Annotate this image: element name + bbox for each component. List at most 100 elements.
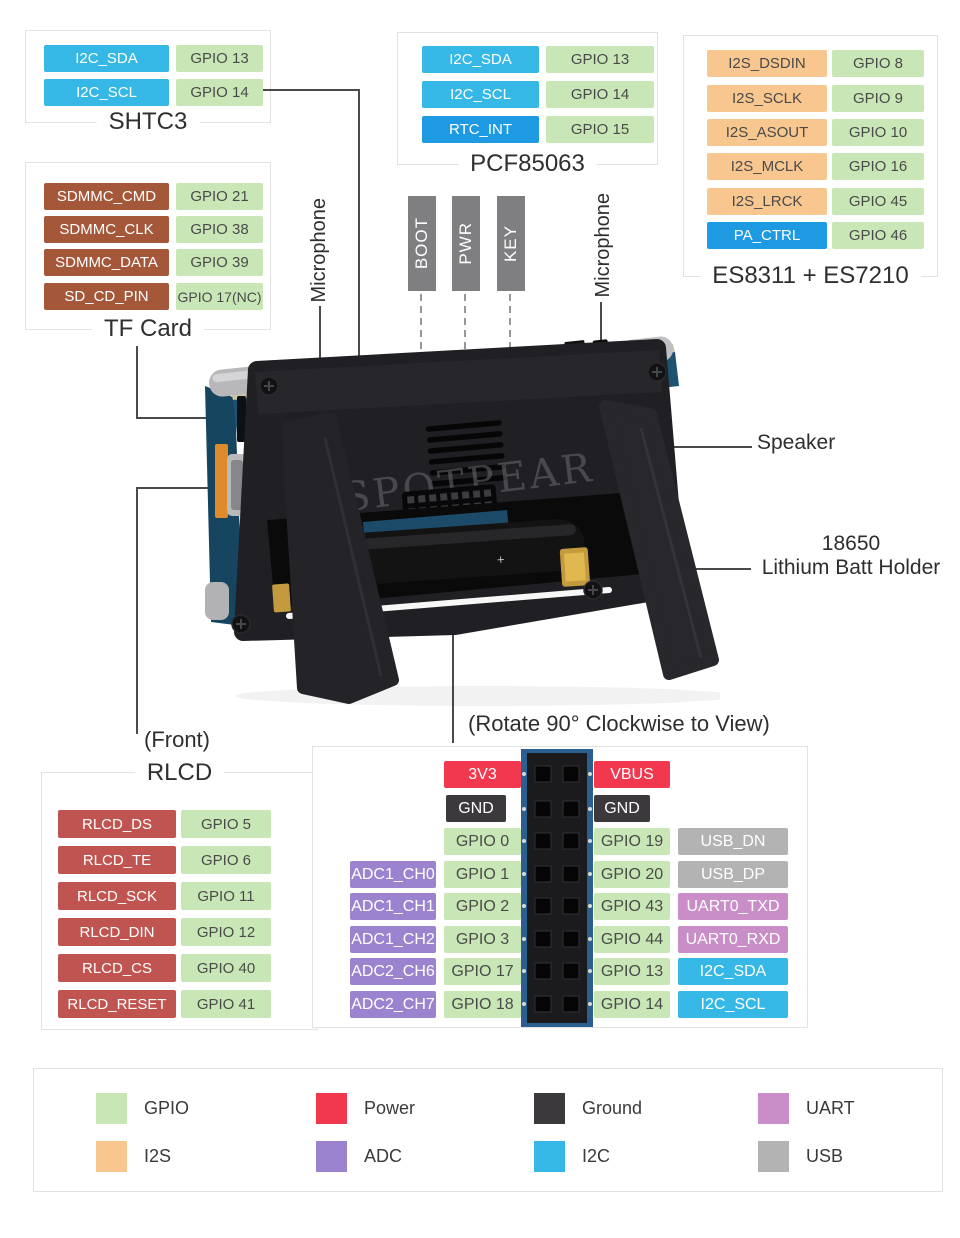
module-title: TF Card — [91, 315, 205, 343]
gpio-pin: GPIO 14 — [546, 81, 654, 108]
gpio-pin: GPIO 11 — [181, 882, 271, 910]
signal-pin: I2S_DSDIN — [707, 50, 827, 77]
microphone-text: Microphone — [591, 192, 614, 298]
key-dashed-line — [509, 294, 511, 360]
module-title: ES8311 + ES7210 — [700, 262, 921, 290]
legend-label: USB — [806, 1146, 844, 1166]
gpio-pin: GPIO 14 — [176, 79, 263, 106]
signal-pin: SDMMC_CLK — [44, 216, 169, 243]
gpio-pin: GPIO 38 — [176, 216, 263, 243]
legend-item: USB — [758, 1141, 843, 1172]
battery-label: 18650 Lithium Batt Holder — [752, 532, 950, 580]
header-pin: UART0_TXD — [678, 893, 788, 920]
legend-item: UART — [758, 1093, 855, 1124]
kickstand-right — [599, 400, 719, 680]
device-photo: MIC2 MIC1 SPOTPEAR — [205, 336, 720, 706]
legend-item: I2S — [96, 1141, 171, 1172]
signal-pin: RLCD_TE — [58, 846, 176, 874]
tf-card-callout-line — [136, 346, 138, 418]
legend-label: GPIO — [144, 1098, 190, 1118]
signal-pin: RLCD_SCK — [58, 882, 176, 910]
signal-pin: SDMMC_CMD — [44, 183, 169, 210]
header-pin: GPIO 44 — [594, 926, 670, 953]
boot-dashed-line — [420, 294, 422, 352]
signal-pin: RLCD_RESET — [58, 990, 176, 1018]
signal-pin: SDMMC_DATA — [44, 249, 169, 276]
microphone-right-line — [600, 302, 602, 348]
pwr-label: PWR — [456, 222, 475, 265]
battery-plus-mark: + — [496, 552, 505, 567]
pwr-button-label: PWR — [452, 196, 480, 291]
front-callout-line — [136, 487, 223, 489]
header-pin: GPIO 13 — [594, 958, 670, 985]
module-title: PCF85063 — [458, 150, 597, 178]
sd-card — [215, 444, 228, 518]
module-tf-card: SDMMC_CMD GPIO 21 SDMMC_CLK GPIO 38 SDMM… — [25, 162, 271, 343]
key-label: KEY — [501, 224, 520, 263]
header-pin: 3V3 — [444, 761, 521, 788]
signal-pin: RLCD_DIN — [58, 918, 176, 946]
header-pin: I2C_SCL — [678, 991, 788, 1018]
legend-label: I2S — [144, 1146, 172, 1166]
header-pin: GPIO 14 — [594, 991, 670, 1018]
header-pin: GND — [594, 795, 650, 822]
battery-label-subtitle: Lithium Batt Holder — [761, 556, 941, 579]
signal-pin: RLCD_DS — [58, 810, 176, 838]
signal-pin: RLCD_CS — [58, 954, 176, 982]
header-pin: UART0_RXD — [678, 926, 788, 953]
battery-contact-gold — [559, 547, 591, 587]
legend-label: I2C — [582, 1146, 611, 1166]
microphone-text: Microphone — [307, 197, 330, 303]
header-pin: GND — [446, 795, 506, 822]
boot-label: BOOT — [412, 217, 431, 270]
gpio-pin: GPIO 41 — [181, 990, 271, 1018]
gpio-pin: GPIO 13 — [546, 46, 654, 73]
gpio-pin: GPIO 21 — [176, 183, 263, 210]
gpio-pin: GPIO 9 — [832, 85, 924, 112]
module-es8311-es7210: I2S_DSDIN GPIO 8 I2S_SCLK GPIO 9 I2S_ASO… — [683, 35, 938, 290]
legend-box: GPIO Power Ground UART I2S ADC I2C USB — [33, 1068, 943, 1192]
signal-pin: SD_CD_PIN — [44, 283, 169, 310]
gpio-pin: GPIO 40 — [181, 954, 271, 982]
module-title: SHTC3 — [96, 108, 200, 136]
gpio-pin: GPIO 15 — [546, 116, 654, 143]
legend-label: ADC — [364, 1146, 403, 1166]
module-pcf85063: I2C_SDA GPIO 13 I2C_SCL GPIO 14 RTC_INT … — [397, 32, 658, 178]
legend-label: UART — [806, 1098, 855, 1118]
header-pin: USB_DN — [678, 828, 788, 855]
speaker-label: Speaker — [757, 431, 836, 454]
gpio-pin: GPIO 17(NC) — [176, 283, 263, 310]
header-pin: GPIO 2 — [444, 893, 521, 920]
header-pin: GPIO 19 — [594, 828, 670, 855]
gpio-pin: GPIO 45 — [832, 188, 924, 215]
legend-swatch-i2s — [96, 1141, 127, 1172]
battery — [331, 519, 585, 586]
pin-header-photo — [521, 749, 593, 1027]
gpio-pin: GPIO 12 — [181, 918, 271, 946]
header-pin: GPIO 17 — [444, 958, 521, 985]
key-button-label: KEY — [497, 196, 525, 291]
signal-pin: I2C_SCL — [422, 81, 539, 108]
legend-swatch-gpio — [96, 1093, 127, 1124]
legend-swatch-power — [316, 1093, 347, 1124]
signal-pin: RTC_INT — [422, 116, 539, 143]
microphone-label-right: Microphone — [586, 173, 620, 317]
header-pin: ADC1_CH2 — [350, 926, 436, 953]
rotate-note: (Rotate 90° Clockwise to View) — [468, 711, 770, 736]
legend-swatch-uart — [758, 1093, 789, 1124]
gpio-pin: GPIO 16 — [832, 153, 924, 180]
signal-pin: I2S_LRCK — [707, 188, 827, 215]
signal-pin: I2S_MCLK — [707, 153, 827, 180]
signal-pin: I2C_SCL — [44, 79, 169, 106]
speaker-grille — [425, 420, 507, 487]
signal-pin: I2S_SCLK — [707, 85, 827, 112]
legend-item: ADC — [316, 1141, 402, 1172]
header-pin: I2C_SDA — [678, 958, 788, 985]
signal-pin: I2C_SDA — [44, 45, 169, 72]
pin-header-diagram: 3V3 VBUS GND GND GPIO 0 GPIO 19 USB_DN A… — [312, 746, 808, 1028]
legend-item: Ground — [534, 1093, 642, 1124]
gpio-pin: GPIO 6 — [181, 846, 271, 874]
front-label: (Front) — [144, 727, 210, 752]
header-pin: ADC2_CH7 — [350, 991, 436, 1018]
kickstand-left — [281, 412, 399, 704]
